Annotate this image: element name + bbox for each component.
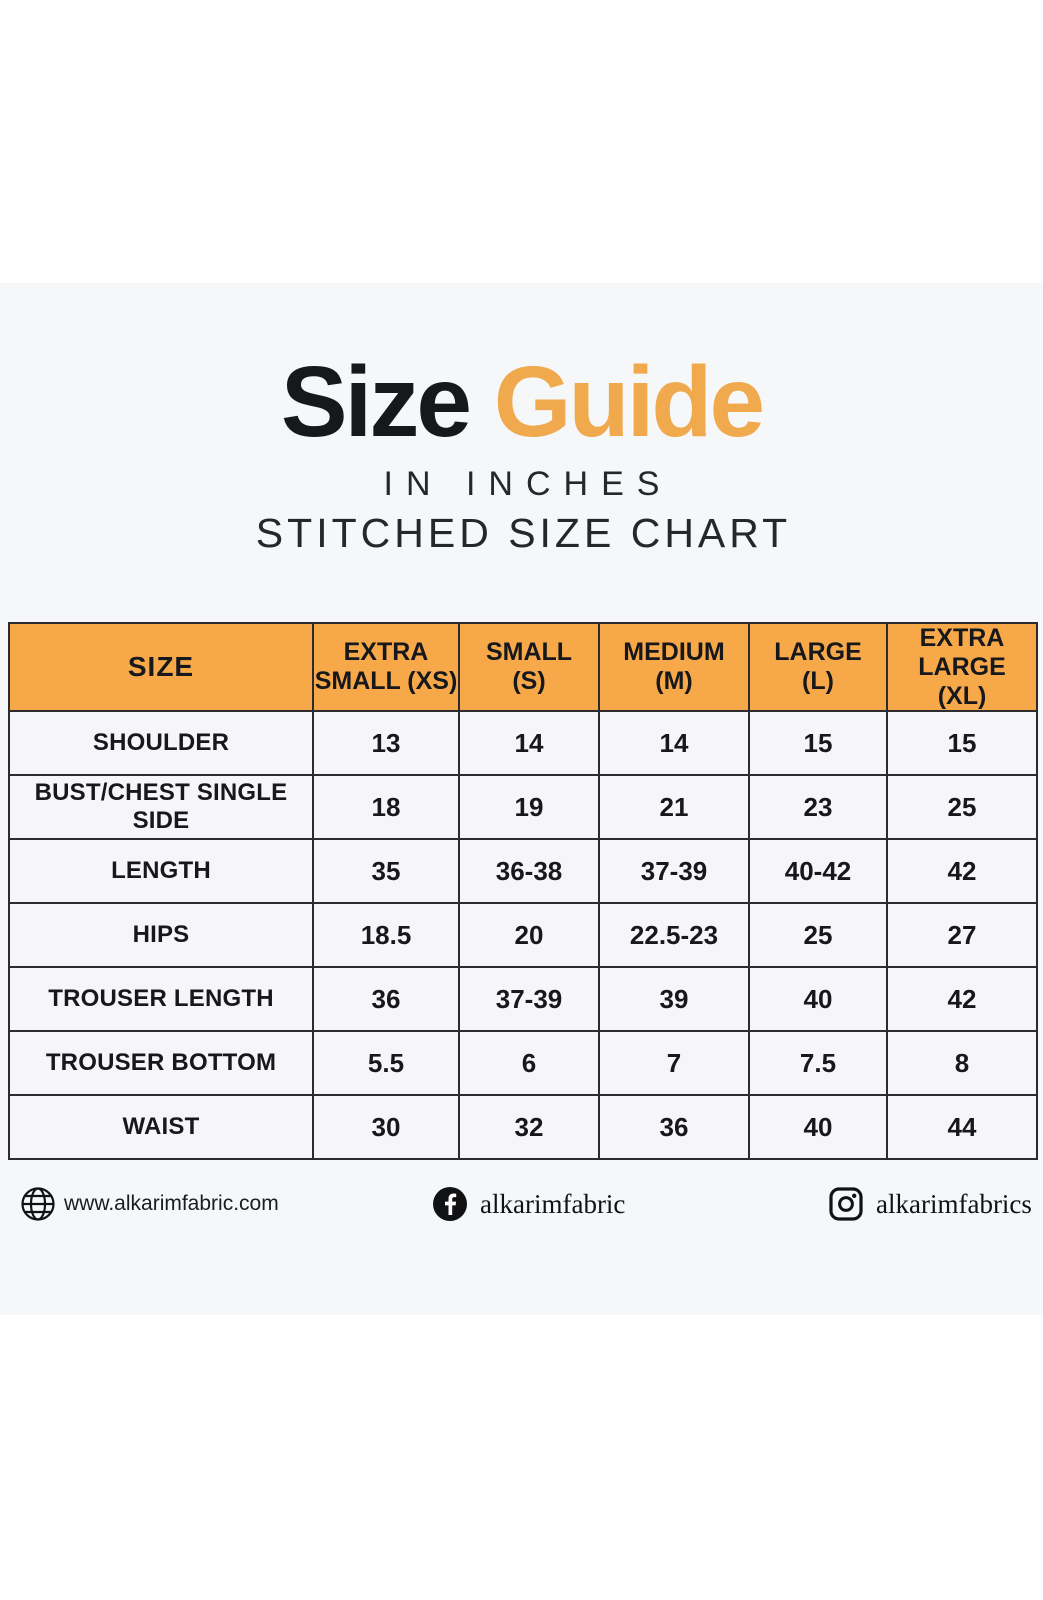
cell-value: 13 [312, 710, 460, 777]
row-label: SHOULDER [8, 710, 314, 777]
cell-value: 22.5-23 [598, 902, 750, 969]
page-title: Size Guide [0, 352, 1043, 452]
cell-value: 44 [886, 1094, 1038, 1161]
cell-value: 27 [886, 902, 1038, 969]
instagram-icon [828, 1186, 864, 1222]
cell-value: 39 [598, 966, 750, 1033]
cell-value: 14 [458, 710, 600, 777]
row-label: TROUSER BOTTOM [8, 1030, 314, 1097]
row-label: LENGTH [8, 838, 314, 905]
cell-value: 7.5 [748, 1030, 888, 1097]
cell-value: 37-39 [598, 838, 750, 905]
row-label: WAIST [8, 1094, 314, 1161]
table-row-hips: HIPS 18.5 20 22.5-23 25 27 [8, 902, 1038, 969]
facebook-handle: alkarimfabric [432, 1178, 625, 1230]
cell-value: 19 [458, 774, 600, 841]
globe-icon [20, 1186, 56, 1222]
cell-value: 42 [886, 838, 1038, 905]
cell-value: 14 [598, 710, 750, 777]
header-row: SIZE EXTRA SMALL (XS) SMALL (S) MEDIUM (… [8, 621, 1038, 713]
cell-value: 8 [886, 1030, 1038, 1097]
cell-value: 40 [748, 1094, 888, 1161]
table-row-shoulder: SHOULDER 13 14 14 15 15 [8, 710, 1038, 777]
row-label: TROUSER LENGTH [8, 966, 314, 1033]
column-header-size: SIZE [8, 621, 314, 713]
cell-value: 6 [458, 1030, 600, 1097]
cell-value: 37-39 [458, 966, 600, 1033]
table-row-length: LENGTH 35 36-38 37-39 40-42 42 [8, 838, 1038, 905]
column-header-xl: EXTRA LARGE (XL) [886, 621, 1038, 713]
cell-value: 35 [312, 838, 460, 905]
cell-value: 21 [598, 774, 750, 841]
facebook-icon [432, 1186, 468, 1222]
row-label: BUST/CHEST SINGLE SIDE [8, 774, 314, 841]
title-word-size: Size [280, 346, 472, 458]
instagram-username: alkarimfabrics [876, 1188, 1032, 1219]
table-row-trouser-length: TROUSER LENGTH 36 37-39 39 40 42 [8, 966, 1038, 1033]
cell-value: 15 [748, 710, 888, 777]
website-url: www.alkarimfabric.com [64, 1192, 279, 1215]
facebook-username: alkarimfabric [480, 1188, 626, 1219]
cell-value: 32 [458, 1094, 600, 1161]
size-chart-table: SIZE EXTRA SMALL (XS) SMALL (S) MEDIUM (… [8, 621, 1038, 1161]
cell-value: 30 [312, 1094, 460, 1161]
cell-value: 20 [458, 902, 600, 969]
column-header-s: SMALL (S) [458, 621, 600, 713]
cell-value: 5.5 [312, 1030, 460, 1097]
table-row-trouser-bottom: TROUSER BOTTOM 5.5 6 7 7.5 8 [8, 1030, 1038, 1097]
cell-value: 15 [886, 710, 1038, 777]
cell-value: 18 [312, 774, 460, 841]
column-header-l: LARGE (L) [748, 621, 888, 713]
instagram-handle: alkarimfabrics [828, 1178, 1032, 1230]
cell-value: 36-38 [458, 838, 600, 905]
cell-value: 7 [598, 1030, 750, 1097]
cell-value: 25 [886, 774, 1038, 841]
column-header-m: MEDIUM (M) [598, 621, 750, 713]
table-row-waist: WAIST 30 32 36 40 44 [8, 1094, 1038, 1161]
footer: www.alkarimfabric.com alkarimfabric alka… [0, 1178, 1043, 1230]
column-header-xs: EXTRA SMALL (XS) [312, 621, 460, 713]
title-word-guide: Guide [493, 346, 765, 458]
website-link: www.alkarimfabric.com [20, 1178, 279, 1230]
title-space [469, 346, 494, 458]
cell-value: 40 [748, 966, 888, 1033]
table-row-bust: BUST/CHEST SINGLE SIDE 18 19 21 23 25 [8, 774, 1038, 841]
cell-value: 25 [748, 902, 888, 969]
cell-value: 42 [886, 966, 1038, 1033]
row-label: HIPS [8, 902, 314, 969]
subtitle-chart-type: STITCHED SIZE CHART [255, 510, 792, 556]
subtitle-units: IN INCHES [383, 465, 673, 503]
cell-value: 36 [598, 1094, 750, 1161]
cell-value: 23 [748, 774, 888, 841]
title-block: Size Guide IN INCHES STITCHED SIZE CHART [0, 352, 1043, 557]
cell-value: 36 [312, 966, 460, 1033]
cell-value: 18.5 [312, 902, 460, 969]
cell-value: 40-42 [748, 838, 888, 905]
